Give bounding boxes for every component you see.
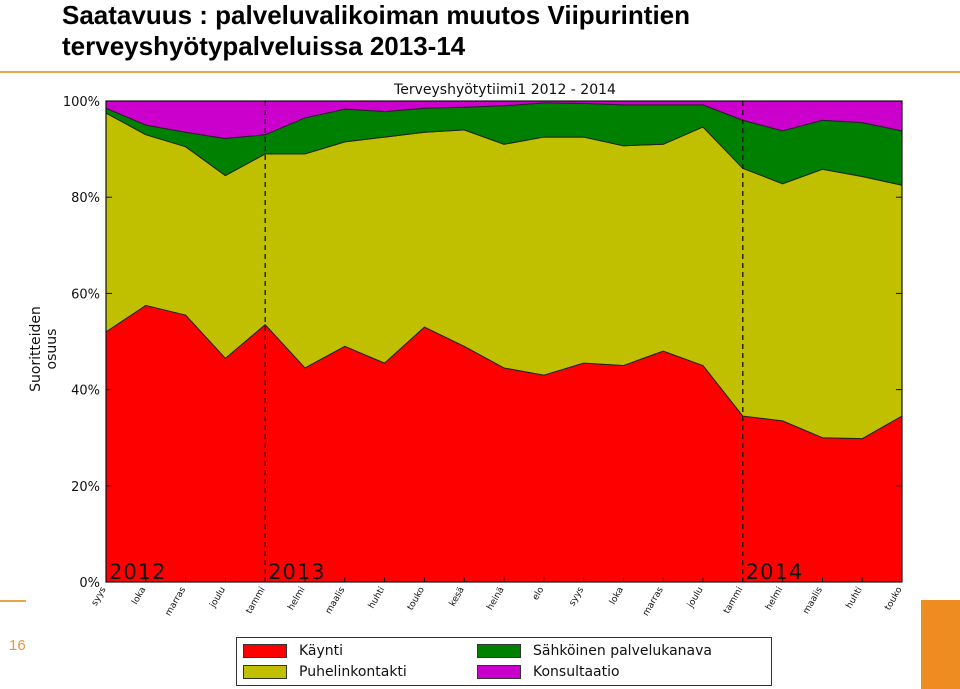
chart-legend: Käynti Puhelinkontakti Sähköinen palvelu… [236,637,772,686]
x-tick-label: tammi [245,586,268,616]
legend-item-kaynti: Käynti [243,641,343,661]
y-tick-label: 20% [71,480,100,495]
x-tick-label: maalis [324,585,348,616]
x-tick-label: touko [883,585,904,612]
x-tick-label: marras [164,585,189,618]
year-label-2014: 2014 [746,560,803,584]
x-tick-label: helmi [764,586,785,613]
footer-divider [0,600,26,602]
legend-swatch-konsultaatio [477,665,521,679]
legend-label-sahkoinen: Sähköinen palvelukanava [533,643,712,659]
y-tick-label: 80% [71,191,100,206]
x-tick-label: helmi [286,586,307,613]
legend-swatch-puhelinkontakti [243,665,287,679]
x-tick-label: loka [130,586,148,607]
legend-label-kaynti: Käynti [299,643,344,659]
x-tick-label: touko [406,585,427,612]
y-tick-label: 60% [71,287,100,302]
y-tick-label: 100% [63,95,100,110]
legend-swatch-sahkoinen [477,644,521,658]
legend-item-sahkoinen: Sähköinen palvelukanava [477,641,712,661]
legend-label-konsultaatio: Konsultaatio [533,664,620,680]
legend-swatch-kaynti [243,644,287,658]
x-tick-label: syys [568,585,587,608]
y-tick-label: 0% [79,576,100,591]
x-tick-label: marras [641,585,666,618]
legend-item-konsultaatio: Konsultaatio [477,662,620,682]
x-tick-label: tammi [722,586,745,616]
x-tick-label: joulu [208,586,228,611]
title-divider [0,71,960,73]
x-tick-label: loka [608,586,626,607]
legend-label-puhelinkontakti: Puhelinkontakti [299,664,407,680]
page-number: 16 [9,637,26,654]
year-label-2012: 2012 [109,560,166,584]
year-label-2013: 2013 [268,560,325,584]
x-tick-label: huhti [845,586,865,611]
chart-title: Terveyshyötytiimi1 2012 - 2014 [394,82,616,98]
x-tick-label: joulu [685,586,705,611]
corner-decoration [921,600,960,689]
x-tick-label: kesä [448,586,467,609]
x-tick-label: huhti [367,586,387,611]
x-tick-label: elo [531,585,547,602]
y-tick-label: 40% [71,384,100,399]
x-tick-label: maalis [802,585,826,616]
legend-item-puhelinkontakti: Puhelinkontakti [243,662,407,682]
x-tick-label: heinä [485,586,506,613]
slide-title: Saatavuus : palveluvalikoiman muutos Vii… [62,0,691,61]
